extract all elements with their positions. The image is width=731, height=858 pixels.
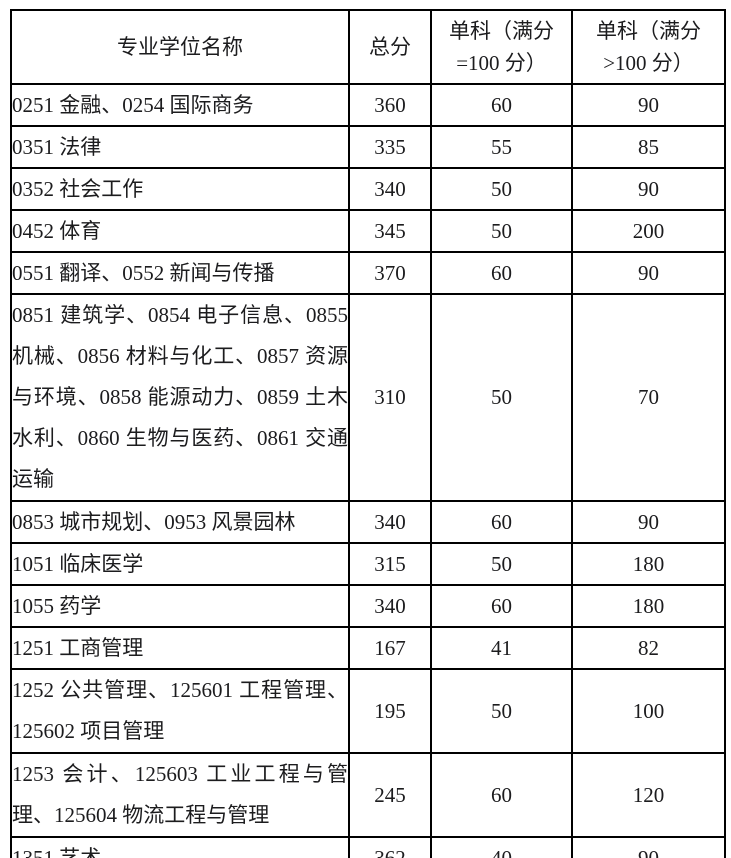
total-score-cell: 360 (348, 83, 432, 127)
degree-name-cell: 0251 金融、0254 国际商务 (10, 83, 350, 127)
table-row: 1351 艺术 362 40 90 (10, 836, 726, 858)
single-subject-eq100-cell: 60 (430, 584, 573, 628)
single-subject-eq100-cell: 55 (430, 125, 573, 169)
single-subject-eq100-cell: 50 (430, 668, 573, 754)
degree-name-cell: 1351 艺术 (10, 836, 350, 858)
header-line: 单科（满分 (596, 19, 701, 43)
header-total-score: 总分 (348, 9, 432, 85)
table-row: 1051 临床医学 315 50 180 (10, 542, 726, 586)
single-subject-gt100-cell: 200 (571, 209, 726, 253)
degree-name-cell: 0551 翻译、0552 新闻与传播 (10, 251, 350, 295)
total-score-cell: 310 (348, 293, 432, 502)
single-subject-gt100-cell: 90 (571, 500, 726, 544)
single-subject-eq100-cell: 40 (430, 836, 573, 858)
total-score-cell: 340 (348, 167, 432, 211)
degree-name-cell: 0853 城市规划、0953 风景园林 (10, 500, 350, 544)
single-subject-gt100-cell: 90 (571, 836, 726, 858)
total-score-cell: 340 (348, 500, 432, 544)
header-line: =100 分） (456, 51, 547, 75)
single-subject-gt100-cell: 82 (571, 626, 726, 670)
header-degree-name: 专业学位名称 (10, 9, 350, 85)
single-subject-gt100-cell: 70 (571, 293, 726, 502)
degree-name-cell: 0352 社会工作 (10, 167, 350, 211)
degree-name-cell: 1051 临床医学 (10, 542, 350, 586)
single-subject-eq100-cell: 60 (430, 83, 573, 127)
single-subject-eq100-cell: 50 (430, 542, 573, 586)
total-score-cell: 335 (348, 125, 432, 169)
degree-name-cell: 0851 建筑学、0854 电子信息、0855 机械、0856 材料与化工、08… (10, 293, 350, 502)
degree-name-cell: 0351 法律 (10, 125, 350, 169)
table-row: 1253 会计、125603 工业工程与管理、125604 物流工程与管理 245… (10, 752, 726, 838)
degree-name-cell: 1055 药学 (10, 584, 350, 628)
admission-score-table: 专业学位名称 总分 单科（满分 =100 分） 单科（满分 >100 分） 02… (10, 9, 726, 858)
total-score-cell: 340 (348, 584, 432, 628)
total-score-cell: 362 (348, 836, 432, 858)
table-row: 1055 药学 340 60 180 (10, 584, 726, 628)
single-subject-eq100-cell: 41 (430, 626, 573, 670)
single-subject-gt100-cell: 90 (571, 83, 726, 127)
header-single-subject-gt100: 单科（满分 >100 分） (571, 9, 726, 85)
single-subject-eq100-cell: 50 (430, 167, 573, 211)
total-score-cell: 167 (348, 626, 432, 670)
degree-name-cell: 1252 公共管理、125601 工程管理、125602 项目管理 (10, 668, 350, 754)
single-subject-gt100-cell: 90 (571, 167, 726, 211)
table-row: 0851 建筑学、0854 电子信息、0855 机械、0856 材料与化工、08… (10, 293, 726, 502)
table-row: 0853 城市规划、0953 风景园林 340 60 90 (10, 500, 726, 544)
single-subject-eq100-cell: 50 (430, 209, 573, 253)
degree-name-cell: 1251 工商管理 (10, 626, 350, 670)
table-row: 0551 翻译、0552 新闻与传播 370 60 90 (10, 251, 726, 295)
single-subject-gt100-cell: 85 (571, 125, 726, 169)
single-subject-gt100-cell: 180 (571, 542, 726, 586)
degree-name-cell: 1253 会计、125603 工业工程与管理、125604 物流工程与管理 (10, 752, 350, 838)
single-subject-gt100-cell: 100 (571, 668, 726, 754)
table-row: 0251 金融、0254 国际商务 360 60 90 (10, 83, 726, 127)
total-score-cell: 245 (348, 752, 432, 838)
header-line: 单科（满分 (449, 19, 554, 43)
single-subject-eq100-cell: 60 (430, 752, 573, 838)
single-subject-gt100-cell: 180 (571, 584, 726, 628)
total-score-cell: 315 (348, 542, 432, 586)
total-score-cell: 195 (348, 668, 432, 754)
table-header-row: 专业学位名称 总分 单科（满分 =100 分） 单科（满分 >100 分） (10, 9, 726, 85)
single-subject-eq100-cell: 50 (430, 293, 573, 502)
total-score-cell: 370 (348, 251, 432, 295)
single-subject-eq100-cell: 60 (430, 500, 573, 544)
single-subject-gt100-cell: 120 (571, 752, 726, 838)
table-row: 1252 公共管理、125601 工程管理、125602 项目管理 195 50 10… (10, 668, 726, 754)
degree-name-cell: 0452 体育 (10, 209, 350, 253)
header-single-subject-eq100: 单科（满分 =100 分） (430, 9, 573, 85)
header-line: >100 分） (603, 51, 694, 75)
table-row: 0351 法律 335 55 85 (10, 125, 726, 169)
table-row: 0352 社会工作 340 50 90 (10, 167, 726, 211)
single-subject-eq100-cell: 60 (430, 251, 573, 295)
single-subject-gt100-cell: 90 (571, 251, 726, 295)
table-row: 0452 体育 345 50 200 (10, 209, 726, 253)
table-row: 1251 工商管理 167 41 82 (10, 626, 726, 670)
total-score-cell: 345 (348, 209, 432, 253)
